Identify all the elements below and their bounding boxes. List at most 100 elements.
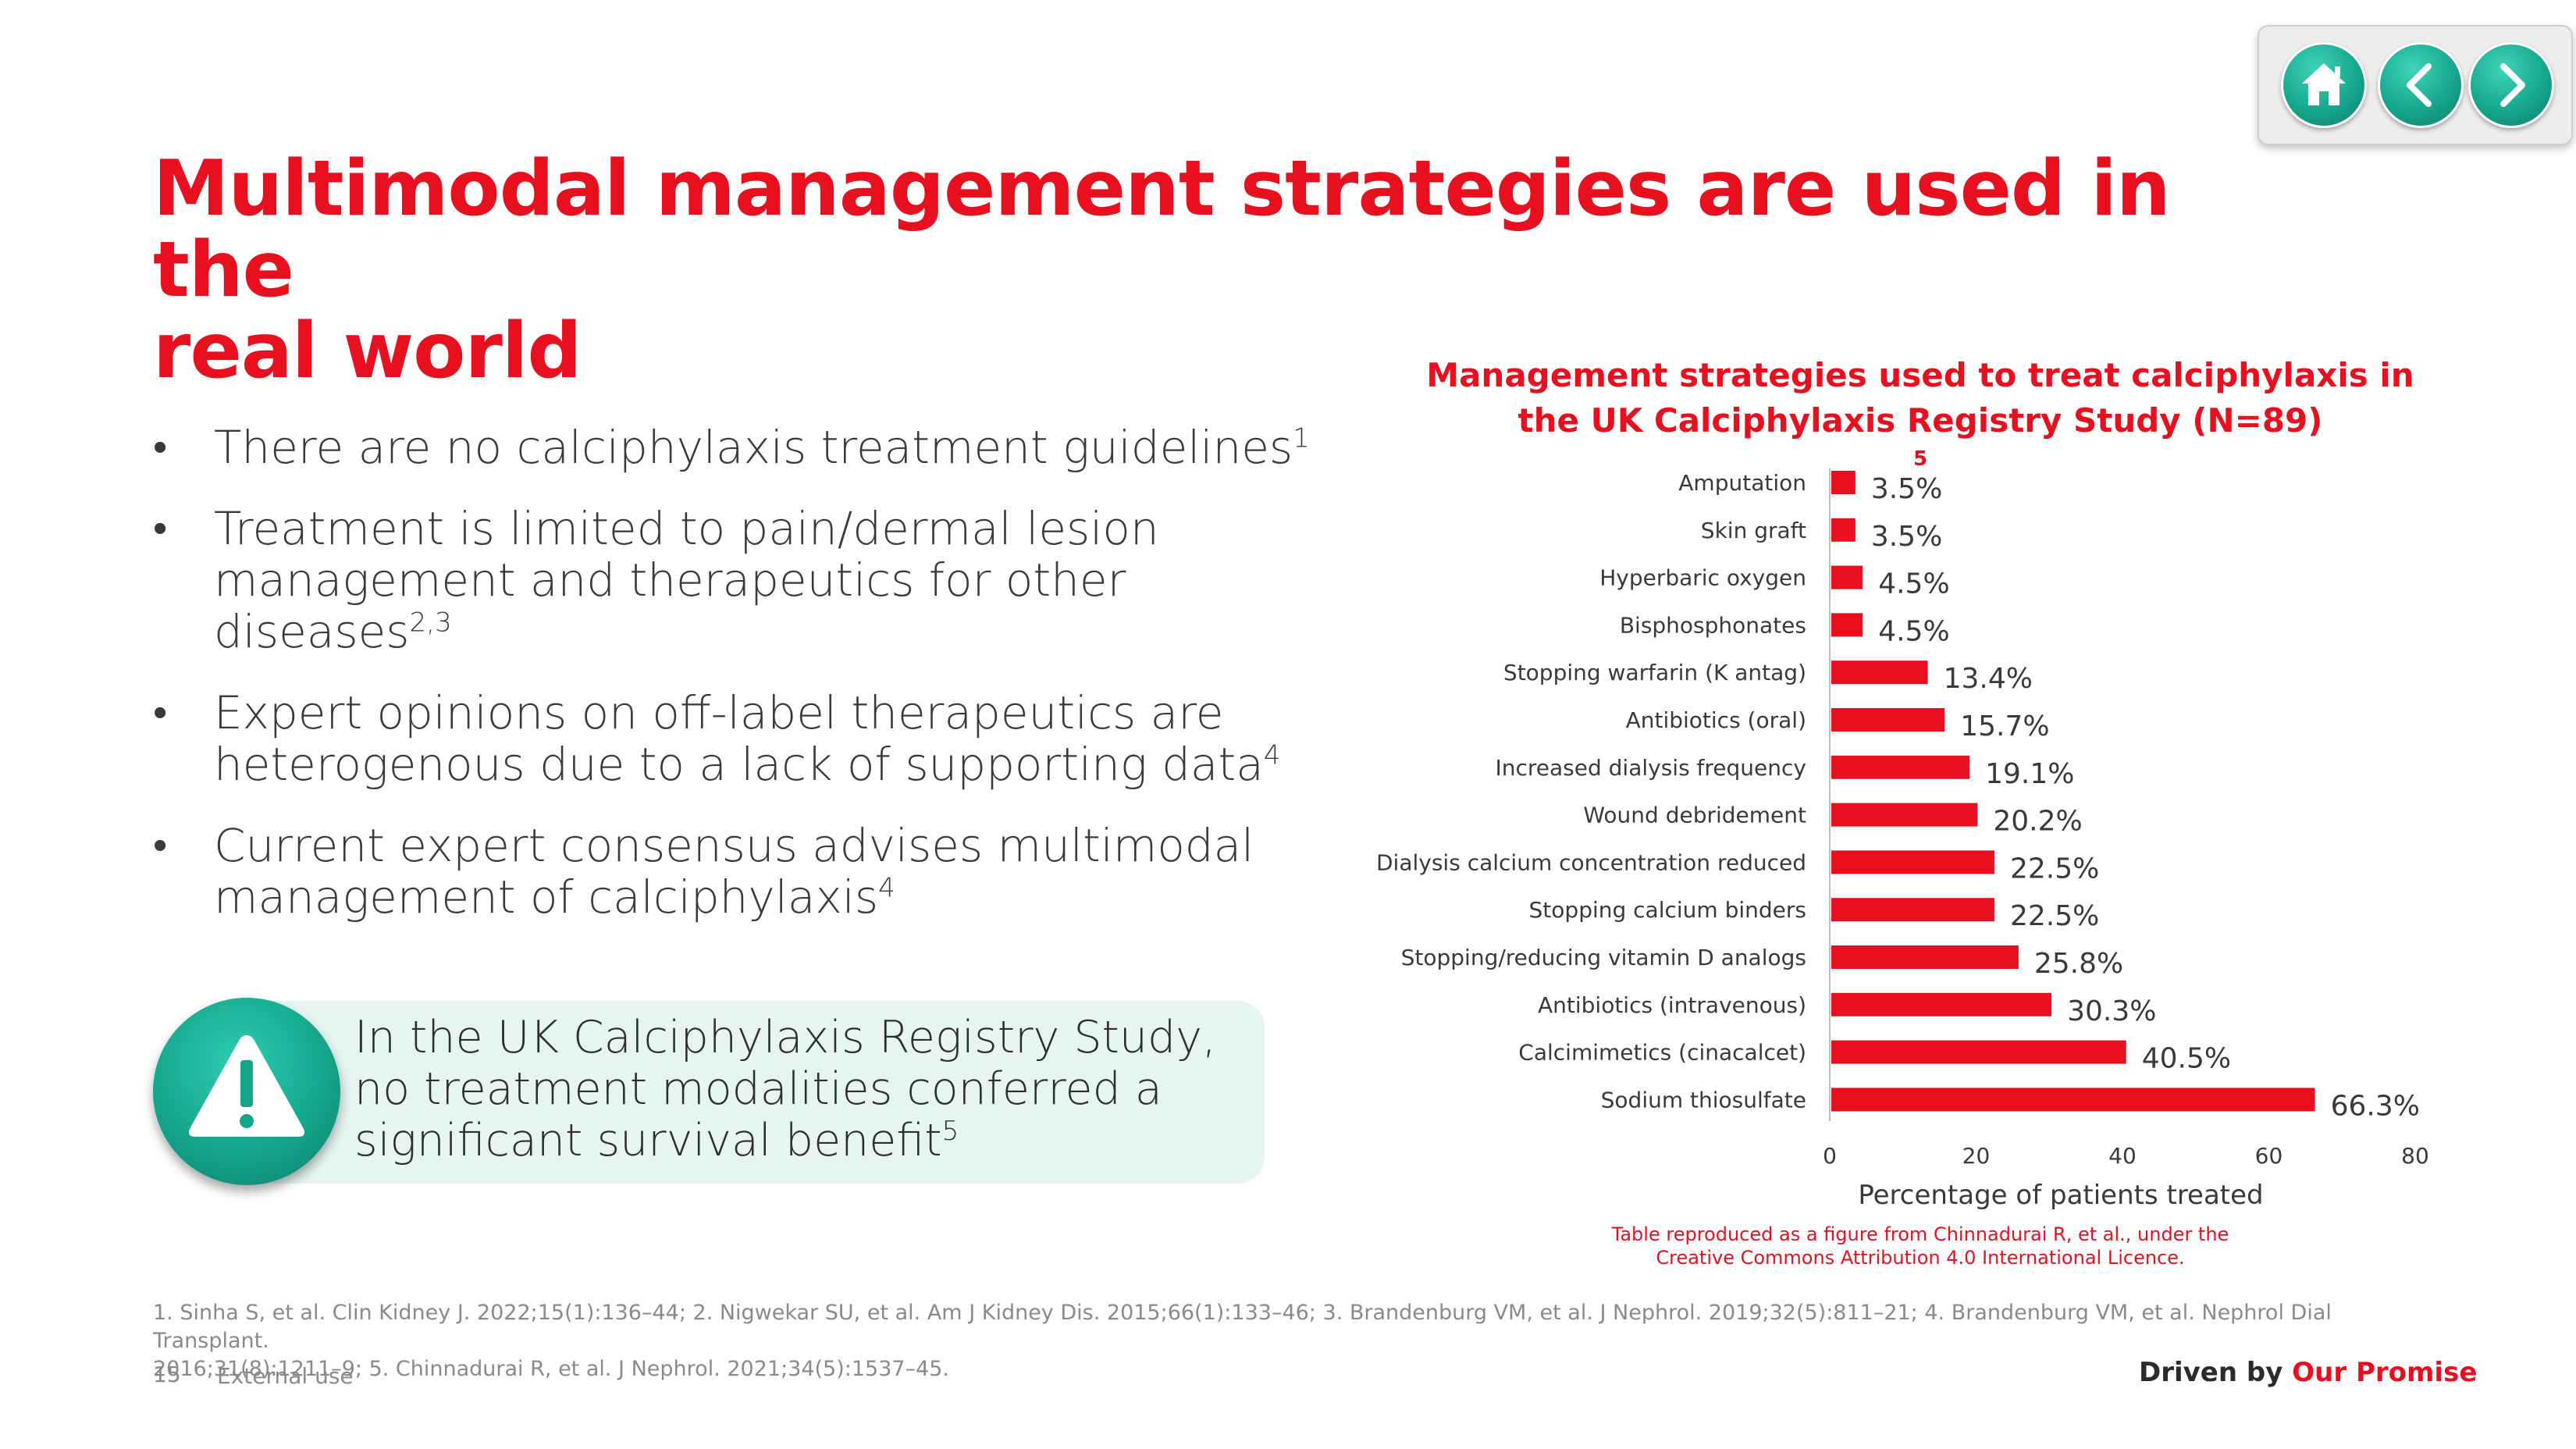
x-tick-label: 40 (2108, 1143, 2137, 1169)
category-label: Antibiotics (oral) (1626, 707, 1806, 733)
brand-tagline: Driven by Our Promise (2139, 1357, 2477, 1388)
data-bar (1831, 613, 1863, 637)
citation-superscript: 4 (878, 872, 895, 904)
bullet-line: heterogenous due to a lack of supporting… (214, 739, 1371, 790)
bullet-line: There are no calciphylaxis treatment gui… (214, 422, 1371, 473)
home-icon (2302, 63, 2346, 105)
data-label: 3.5% (1871, 521, 1942, 553)
data-bar (1831, 518, 1856, 542)
category-label: Stopping calcium binders (1529, 897, 1806, 923)
page-title-line-2: real world (153, 307, 582, 396)
warning-badge (153, 998, 340, 1185)
data-label: 19.1% (1985, 758, 2074, 790)
bullet-text: heterogenous due to a lack of supporting… (214, 738, 1264, 791)
data-bar (1831, 1040, 2126, 1064)
bullet-text: management of calciphylaxis (214, 870, 879, 924)
bullet-list: There are no calciphylaxis treatment gui… (153, 422, 1371, 952)
x-tick-label: 20 (1962, 1143, 1991, 1169)
references-line-2: 2016;31(8):1211–9; 5. Chinnadurai R, et … (153, 1357, 950, 1381)
category-label: Hyperbaric oxygen (1599, 565, 1806, 591)
previous-button[interactable] (2378, 42, 2464, 128)
data-label: 25.8% (2034, 948, 2123, 980)
x-tick-label: 60 (2255, 1143, 2283, 1169)
data-label: 3.5% (1871, 473, 1942, 505)
citation-superscript: 5 (1912, 447, 1928, 471)
data-label: 4.5% (1878, 615, 1949, 647)
page-title-line-1: Multimodal management strategies are use… (153, 144, 2171, 315)
callout-line-2: no treatment modalities conferred a (354, 1063, 1162, 1115)
category-label: Sodium thiosulfate (1601, 1087, 1806, 1113)
next-button[interactable] (2468, 42, 2554, 128)
bullet-item: There are no calciphylaxis treatment gui… (153, 422, 1371, 473)
citation-superscript: 2,3 (409, 607, 452, 639)
chevron-left-icon (2407, 63, 2432, 107)
bullet-item: Current expert consensus advises multimo… (153, 820, 1371, 923)
callout-line-3: significant survival benefit (354, 1115, 942, 1166)
data-label: 20.2% (1993, 806, 2082, 838)
bullet-text: There are no calciphylaxis treatment gui… (214, 421, 1293, 474)
data-bar (1831, 660, 1928, 685)
figure-source-note: Table reproduced as a figure from Chinna… (1483, 1223, 2357, 1269)
bullet-line: management of calciphylaxis4 (214, 871, 1371, 923)
chart-title-line-1: Management strategies used to treat calc… (1426, 356, 2414, 394)
page-number: 15 (153, 1362, 181, 1387)
data-bar (1831, 803, 1978, 827)
chart-title-line-2: the UK Calciphylaxis Registry Study (N=8… (1517, 401, 2323, 440)
source-note-line-2: Creative Commons Attribution 4.0 Interna… (1656, 1247, 2185, 1269)
bullet-text: Current expert consensus advises multimo… (214, 819, 1254, 872)
references: 1. Sinha S, et al. Clin Kidney J. 2022;1… (153, 1299, 2386, 1383)
tagline-emphasis: Our Promise (2292, 1357, 2478, 1388)
callout-line-1: In the UK Calciphylaxis Registry Study, (354, 1012, 1217, 1063)
data-label: 15.7% (1960, 710, 2049, 742)
category-label: Skin graft (1701, 518, 1806, 543)
category-label: Bisphosphonates (1620, 612, 1806, 638)
data-bar (1831, 565, 1863, 589)
category-label: Amputation (1678, 470, 1806, 496)
category-label: Stopping/reducing vitamin D analogs (1401, 945, 1806, 970)
data-bar (1831, 898, 1994, 922)
data-bar (1831, 945, 2019, 969)
bullet-text: management and therapeutics for other di… (214, 554, 1126, 658)
x-tick-label: 80 (2401, 1143, 2429, 1169)
callout-box (234, 1001, 1265, 1184)
warning-icon (189, 1035, 304, 1137)
data-label: 40.5% (2142, 1043, 2231, 1075)
x-tick-label: 0 (1823, 1143, 1837, 1169)
category-label: Wound debridement (1583, 803, 1806, 828)
data-bar (1831, 992, 2052, 1016)
data-label: 4.5% (1878, 568, 1949, 600)
citation-superscript: 1 (1293, 422, 1310, 454)
chart-title: Management strategies used to treat calc… (1374, 353, 2467, 489)
bullet-text: Treatment is limited to pain/dermal lesi… (214, 502, 1159, 555)
data-label: 22.5% (2010, 900, 2099, 932)
bullet-item: Expert opinions on off-label therapeutic… (153, 687, 1371, 790)
tagline-prefix: Driven by (2139, 1357, 2293, 1388)
data-label: 66.3% (2331, 1090, 2420, 1122)
home-button[interactable] (2281, 42, 2367, 128)
bullet-line: management and therapeutics for other di… (214, 554, 1371, 657)
data-bar (1831, 1088, 2315, 1112)
category-label: Antibiotics (intravenous) (1538, 992, 1806, 1018)
data-bar (1831, 708, 1945, 732)
source-note-line-1: Table reproduced as a figure from Chinna… (1611, 1223, 2229, 1245)
data-label: 30.3% (2067, 995, 2156, 1027)
category-label: Dialysis calcium concentration reduced (1376, 849, 1806, 875)
chart-layer: Amputation 3.5% Skin graft 3.5% Hyperbaric o… (1376, 468, 2429, 1211)
category-label: Calcimimetics (cinacalcet) (1518, 1040, 1806, 1066)
bullet-text: Expert opinions on off-label therapeutic… (214, 686, 1224, 739)
references-line-1: 1. Sinha S, et al. Clin Kidney J. 2022;1… (153, 1301, 2332, 1353)
navigation-panel (2258, 25, 2573, 145)
category-label: Stopping warfarin (K antag) (1503, 660, 1806, 685)
page-title: Multimodal management strategies are use… (153, 148, 2261, 392)
category-label: Increased dialysis frequency (1495, 755, 1806, 781)
classification-label: External use (217, 1363, 354, 1389)
citation-superscript: 5 (941, 1116, 959, 1147)
chevron-right-icon (2500, 63, 2525, 107)
data-bar (1831, 850, 1994, 874)
bullet-item: Treatment is limited to pain/dermal lesi… (153, 503, 1371, 657)
callout-line-3-wrapper: significant survival benefit5 (354, 1115, 1252, 1166)
chart-title-line-2-wrapper: the UK Calciphylaxis Registry Study (N=8… (1374, 398, 2467, 489)
citation-superscript: 4 (1263, 739, 1281, 771)
callout-text: In the UK Calciphylaxis Registry Study, … (354, 1012, 1252, 1166)
